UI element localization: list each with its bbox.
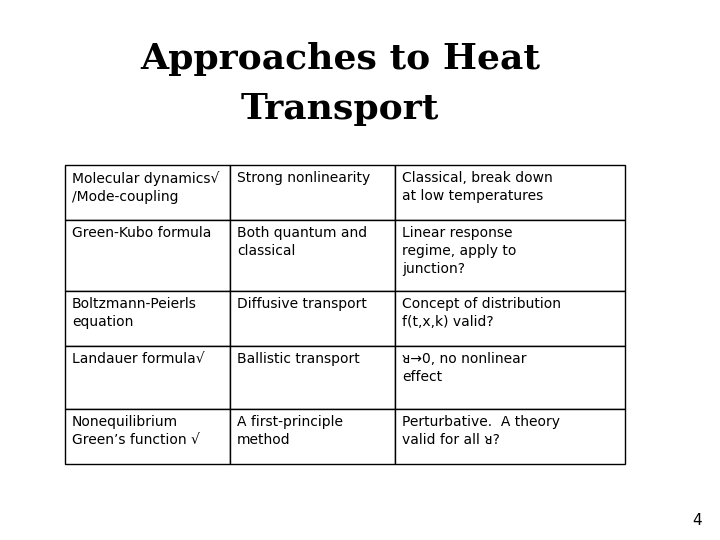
Bar [65,346,230,409]
Bar [230,409,395,464]
Text: Green-Kubo formula: Green-Kubo formula [72,226,212,240]
Bar [395,291,625,346]
Bar [65,220,230,291]
Text: A first-principle
method: A first-principle method [237,415,343,447]
Bar [395,165,625,220]
Bar [395,346,625,409]
Text: Both quantum and
classical: Both quantum and classical [237,226,367,258]
Text: Boltzmann-Peierls
equation: Boltzmann-Peierls equation [72,297,197,329]
Text: Linear response
regime, apply to
junction?: Linear response regime, apply to junctio… [402,226,517,276]
Text: Perturbative.  A theory
valid for all ᴚ?: Perturbative. A theory valid for all ᴚ? [402,415,560,447]
Bar [65,409,230,464]
Bar [230,165,395,220]
Text: ᴚ→​0, no nonlinear
effect: ᴚ→​0, no nonlinear effect [402,352,527,384]
Bar [65,165,230,220]
Bar [395,220,625,291]
Text: Molecular dynamics√
/Mode-coupling: Molecular dynamics√ /Mode-coupling [72,171,220,204]
Bar [395,409,625,464]
Text: Nonequilibrium
Green’s function √: Nonequilibrium Green’s function √ [72,415,200,447]
Text: Transport: Transport [240,92,439,126]
Text: Ballistic transport: Ballistic transport [237,352,360,366]
Text: Landauer formula√: Landauer formula√ [72,352,204,366]
Text: Concept of distribution
f(t,x,k) valid?: Concept of distribution f(t,x,k) valid? [402,297,562,329]
Bar [65,291,230,346]
Text: Diffusive transport: Diffusive transport [237,297,367,311]
Bar [230,291,395,346]
Bar [230,346,395,409]
Bar [230,220,395,291]
Text: 4: 4 [693,513,702,528]
Text: Strong nonlinearity: Strong nonlinearity [237,171,371,185]
Text: Classical, break down
at low temperatures: Classical, break down at low temperature… [402,171,553,203]
Text: Approaches to Heat: Approaches to Heat [140,42,540,76]
